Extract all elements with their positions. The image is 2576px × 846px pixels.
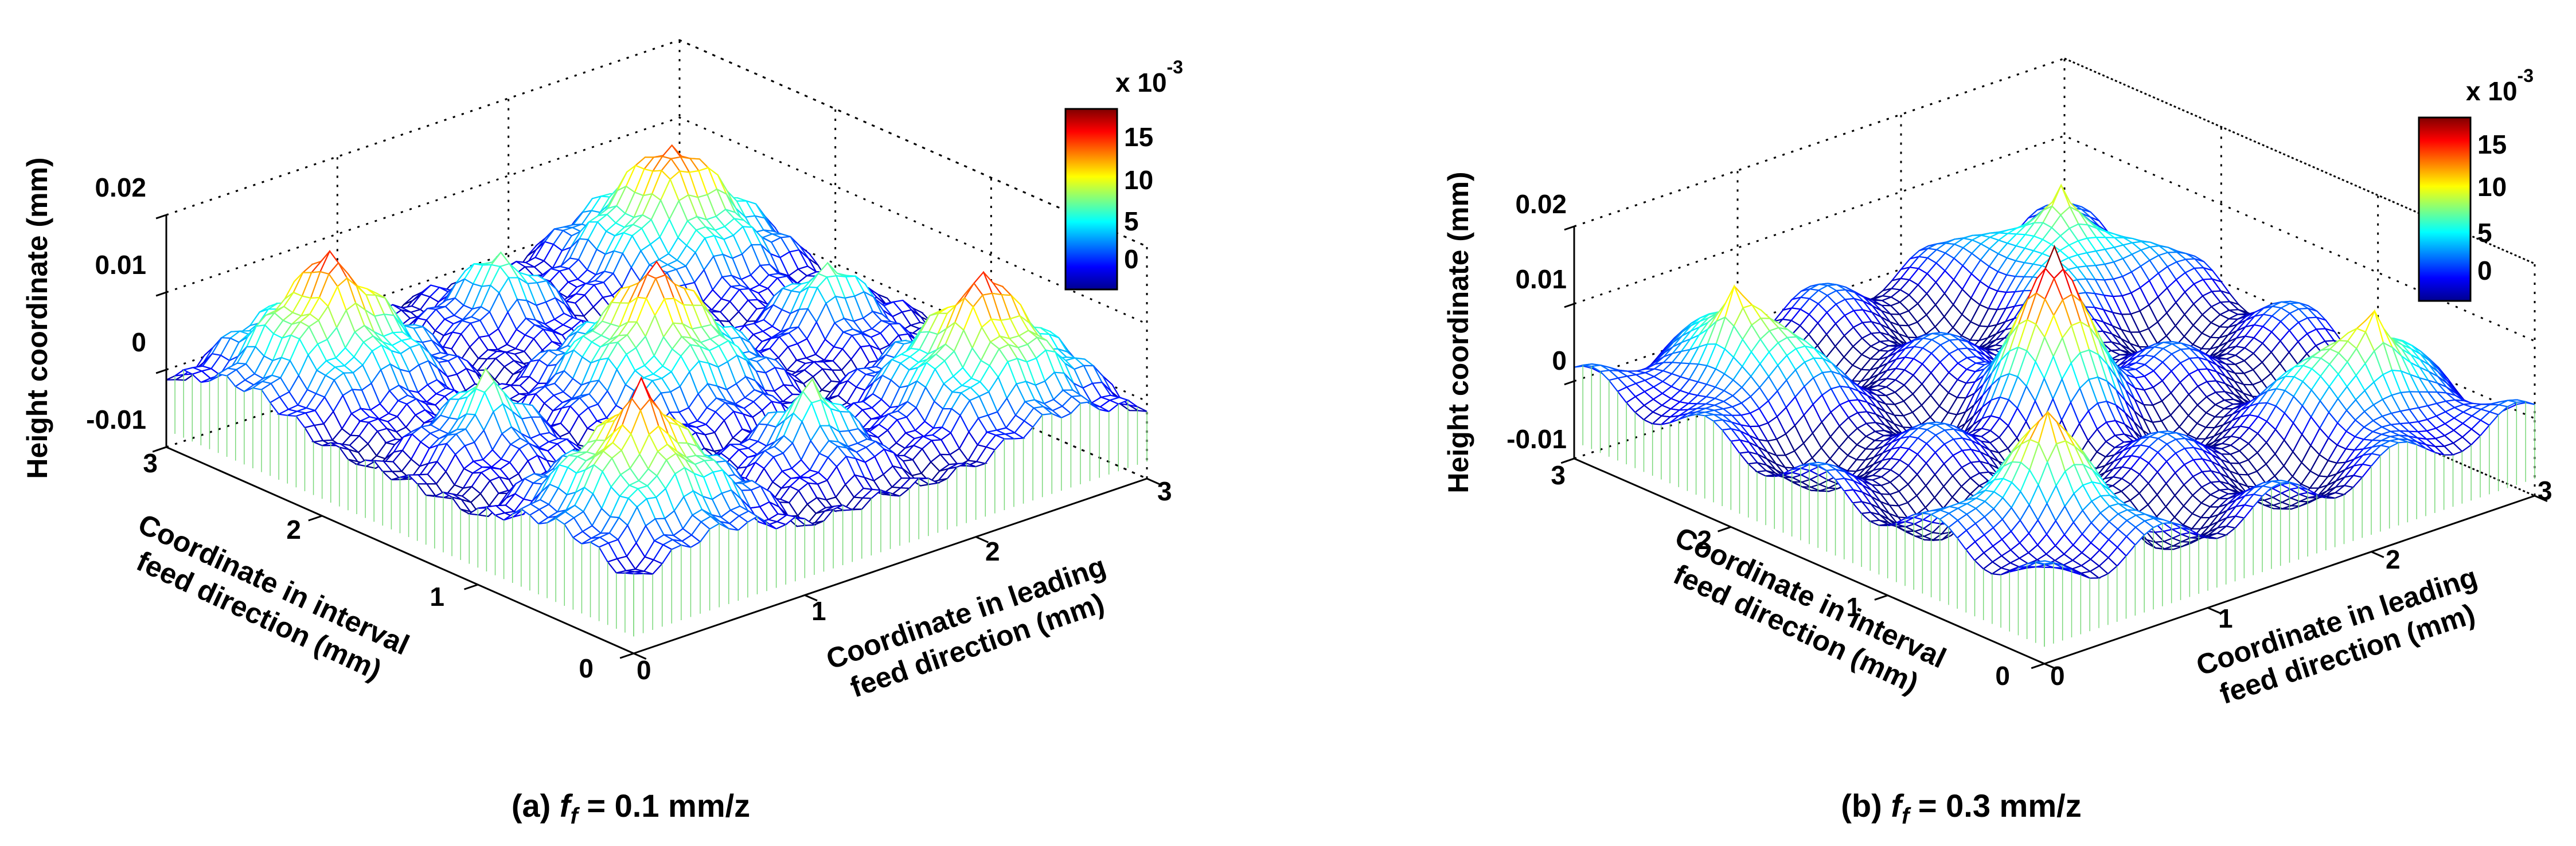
colorbar-multiplier-exponent: -3 (1167, 57, 1183, 77)
panel-a-y-axis-label: Coordinate in interval feed direction (m… (132, 508, 414, 687)
caption-value: = 0.1 mm/z (578, 788, 750, 824)
z-gridline (166, 116, 1148, 325)
colorbar-multiplier: x 10-3 (1115, 57, 1183, 97)
panel-a-z-axis-label: Height coordinate (mm) (21, 157, 53, 479)
panel-a-colorbar: 0 5 10 15 x 10-3 (1064, 57, 1183, 291)
x-tick-label: 3 (1157, 476, 1172, 506)
panel-a-baseline (166, 370, 1148, 637)
z-tick-label: 0.01 (95, 250, 146, 280)
z-tick-label: 0.02 (95, 173, 146, 202)
x-tick-mark (633, 652, 647, 660)
y-tick-label: 2 (286, 515, 301, 545)
caption-subscript: f (570, 804, 580, 829)
z-tick-label: -0.01 (86, 405, 146, 434)
panel-b-surface-mesh (1574, 183, 2535, 579)
x-axis-line (633, 477, 1148, 655)
x-tick-mark (1146, 477, 1160, 485)
panel-a-caption: (a) ff = 0.1 mm/z (512, 788, 750, 829)
panel-a-surface-mesh (166, 144, 1148, 575)
z-gridline (166, 39, 1148, 248)
z-tick-mark (155, 214, 167, 220)
z-tick-mark (155, 291, 167, 297)
y-tick-mark (463, 583, 478, 590)
colorbar-tick-label: 15 (1124, 122, 1153, 152)
x-tick-label: 2 (985, 536, 1000, 566)
colorbar-multiplier-base: x 10 (1115, 68, 1167, 97)
caption-prefix: (a) (512, 788, 560, 824)
panel-a-x-tick-labels: 0 1 2 3 (637, 476, 1172, 685)
colorbar-gradient (1064, 108, 1118, 291)
z-tick-label: 0 (131, 327, 146, 357)
x-tick-label: 1 (811, 596, 826, 626)
y-tick-mark (308, 515, 323, 522)
panel-b-surface-plot: 0.02 0.01 0 -0.01 3 2 1 0 0 1 2 3 Height… (1442, 57, 2552, 829)
panel-a-surface-plot: 0.02 0.01 0 -0.01 3 2 1 0 0 1 2 3 Height… (21, 39, 1183, 829)
panel-a-tick-marks (152, 214, 1160, 660)
z-tick-mark (155, 446, 167, 452)
panel-a-axis-lines (165, 215, 1148, 655)
y-axis-line (166, 446, 634, 655)
y-tick-label: 1 (430, 582, 444, 612)
surface-cell (625, 571, 643, 575)
colorbar-tick-label: 5 (1124, 206, 1139, 236)
x-tick-mark (804, 594, 818, 602)
z-tick-mark (155, 369, 167, 374)
y-tick-mark (619, 652, 634, 659)
panel-a-y-tick-labels: 3 2 1 0 (143, 448, 594, 683)
y-tick-label: 3 (143, 448, 158, 478)
x-tick-label: 0 (637, 655, 651, 685)
colorbar-tick-label: 0 (1124, 244, 1139, 274)
colorbar-tick-label: 10 (1124, 165, 1153, 195)
panel-a-z-tick-labels: 0.02 0.01 0 -0.01 (86, 173, 146, 434)
x-tick-mark (975, 536, 989, 543)
y-tick-label: 0 (579, 653, 594, 683)
